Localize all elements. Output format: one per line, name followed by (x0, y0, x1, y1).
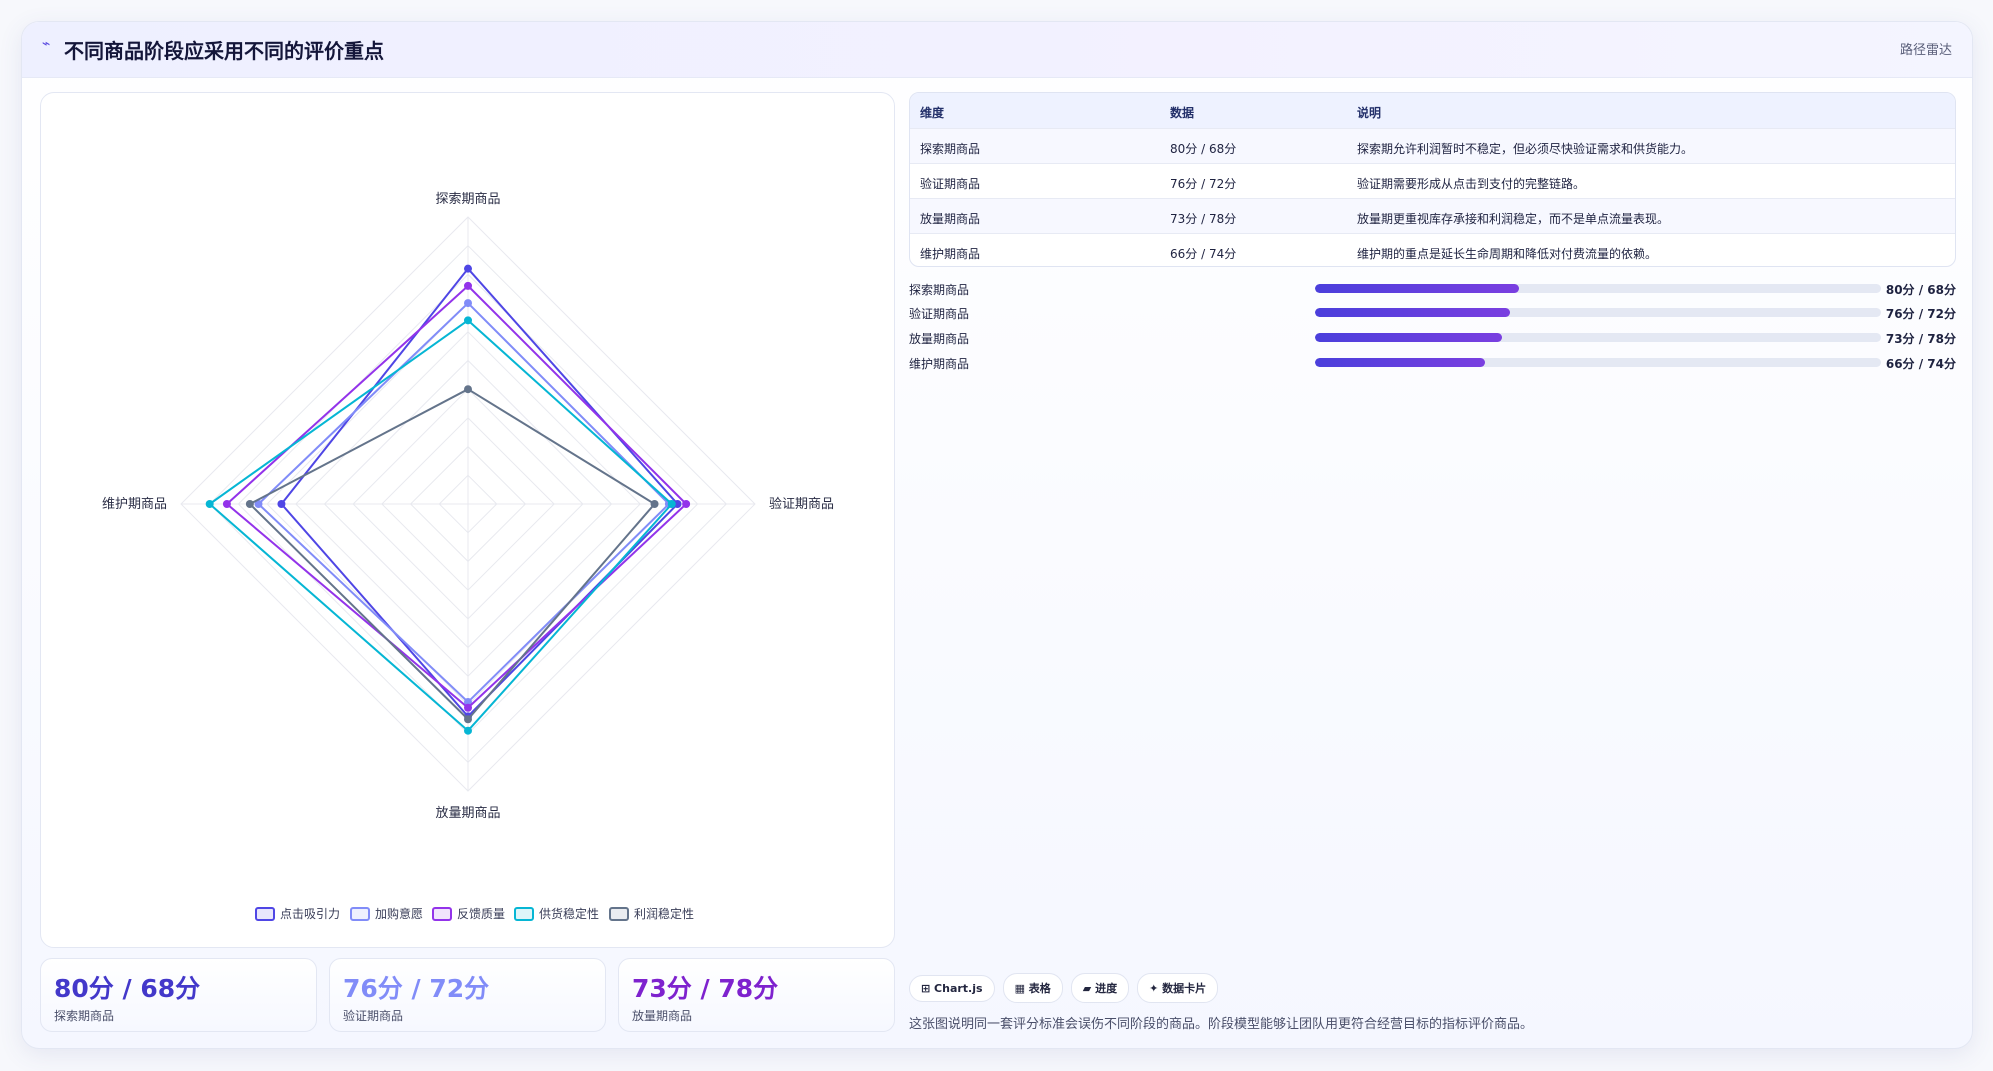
legend-label: 反馈质量 (457, 907, 505, 921)
radar-point (245, 500, 254, 508)
radar-point (667, 500, 676, 508)
progress-row: 维护期商品 66分 / 74分 (909, 352, 1956, 372)
radar-point (464, 698, 472, 707)
radar-chart-card: 探索期商品验证期商品放量期商品 维护期商品点击吸引力 加购意愿 反馈质量 供货稳定性 利润… (40, 92, 895, 948)
signal-icon: ⌁ (42, 36, 51, 52)
chart-note: 这张图说明同一套评分标准会误伤不同阶段的商品。阶段模型能够让团队用更符合经营目标… (909, 1017, 1534, 1032)
progress-fill (1315, 308, 1511, 317)
radar-axis-label: 维护期商品 (102, 497, 167, 512)
stat-label: 验证期商品 (343, 1009, 404, 1023)
progress-track (1315, 358, 1881, 367)
table-cell: 验证期需要形成从点击到支付的完整链路。 (1357, 177, 1586, 191)
chip-table[interactable]: ▦ 表格 (1002, 973, 1063, 1003)
progress-track (1315, 333, 1881, 342)
progress-track (1315, 284, 1881, 293)
data-table: 维度 数据 说明 探索期商品 80分 / 68分 探索期允许利润暂时不稳定，但必… (909, 92, 1956, 267)
stat-label: 放量期商品 (632, 1009, 693, 1023)
progress-label: 维护期商品 (909, 357, 970, 371)
radar-point (464, 726, 472, 735)
progress-fill (1315, 333, 1502, 342)
table-row: 探索期商品 80分 / 68分 探索期允许利润暂时不稳定，但必须尽快验证需求和供… (910, 128, 1955, 163)
radar-series-line (280, 267, 679, 718)
progress-track (1315, 308, 1881, 317)
radar-point (464, 703, 472, 712)
page-title: 不同商品阶段应采用不同的评价重点 (64, 39, 384, 63)
chip-chartjs[interactable]: ⊞ Chart.js (909, 975, 995, 1002)
progress-row: 放量期商品 73分 / 78分 (909, 327, 1956, 347)
table-row: 验证期商品 76分 / 72分 验证期需要形成从点击到支付的完整链路。 (910, 163, 1955, 198)
table-cell: 73分 / 78分 (1170, 212, 1237, 226)
progress-fill (1315, 284, 1519, 293)
table-cell: 76分 / 72分 (1170, 177, 1237, 191)
radar-point (464, 281, 472, 290)
table-cell: 维护期的重点是延长生命周期和降低对付费流量的依赖。 (1357, 247, 1658, 261)
radar-point (464, 299, 472, 308)
chip-progress[interactable]: ▰ 进度 (1070, 973, 1130, 1003)
radar-point (205, 500, 214, 508)
radar-point (277, 500, 286, 508)
table-cell: 维护期商品 (920, 247, 981, 261)
radar-series-line (225, 284, 688, 710)
radar-point (464, 385, 472, 394)
progress-label: 验证期商品 (909, 307, 970, 321)
radar-point (254, 500, 263, 508)
progress-row: 探索期商品 80分 / 68分 (909, 278, 1956, 298)
legend-label: 加购意愿 (375, 906, 423, 921)
dashboard-panel: ⌁ 不同商品阶段应采用不同的评价重点 路径雷达 探索期商品 验证期商品 放量期商品维… (21, 21, 1973, 1049)
legend-label: 供货稳定性 (539, 906, 599, 921)
radar-point (682, 500, 691, 508)
stat-card: 80分 / 68分 探索期商品 (40, 958, 317, 1032)
column-header: 说明 (1357, 106, 1382, 120)
progress-row: 验证期商品 76分 / 72分 (909, 302, 1956, 322)
stat-label: 探索期商品 (54, 1009, 115, 1023)
panel-header: ⌁ 不同商品阶段应采用不同的评价重点 路径雷达 (22, 22, 1972, 78)
legend-swatch (432, 907, 452, 921)
stat-card: 76分 / 72分 验证期商品 (329, 958, 606, 1032)
progress-label: 放量期商品 (909, 332, 970, 346)
header-tag: 路径雷达 (1899, 43, 1952, 58)
radar-point (464, 715, 472, 724)
radar-axis-label: 放量期商品 (435, 806, 500, 821)
table-cell: 探索期商品 (920, 142, 981, 156)
view-chips: ⊞ Chart.js ▦ 表格 ▰ 进度 ✦ 数据卡片 (909, 973, 1226, 1003)
table-row: 维护期商品 66分 / 74分 维护期的重点是延长生命周期和降低对付费流量的依赖… (910, 233, 1955, 266)
stat-value: 80分 / 68分 (54, 974, 201, 1003)
legend-swatch (350, 907, 370, 921)
column-header: 数据 (1170, 106, 1195, 120)
table-header-row: 维度 数据 说明 (910, 93, 1955, 128)
legend-label: 点击吸引力 (280, 907, 340, 921)
table-row: 放量期商品 73分 / 78分 放量期更重视库存承接和利润稳定，而不是单点流量表… (910, 198, 1955, 233)
chip-data-cards[interactable]: ✦ 数据卡片 (1137, 973, 1219, 1003)
radar-point (464, 316, 472, 325)
stat-card: 73分 / 78分 放量期商品 (618, 958, 895, 1032)
table-cell: 放量期更重视库存承接和利润稳定，而不是单点流量表现。 (1357, 212, 1670, 226)
legend-label: 利润稳定性 (634, 906, 694, 921)
progress-value: 73分 / 78分 (1885, 332, 1956, 346)
legend-swatch (514, 907, 534, 921)
legend-swatch (255, 907, 275, 921)
legend-swatch (609, 907, 629, 921)
radar-point (464, 264, 472, 273)
table-cell: 放量期商品 (920, 212, 981, 226)
stat-value: 76分 / 72分 (343, 974, 490, 1003)
table-cell: 80分 / 68分 (1170, 142, 1237, 156)
progress-value: 76分 / 72分 (1885, 307, 1956, 321)
progress-label: 探索期商品 (909, 283, 970, 297)
radar-point (650, 500, 659, 508)
progress-value: 66分 / 74分 (1885, 357, 1956, 371)
progress-fill (1315, 358, 1485, 367)
table-cell: 验证期商品 (920, 177, 981, 191)
table-cell: 探索期允许利润暂时不稳定，但必须尽快验证需求和供货能力。 (1357, 142, 1694, 156)
table-cell: 66分 / 74分 (1170, 247, 1237, 261)
radar-point (673, 500, 682, 508)
column-header: 维度 (920, 106, 945, 120)
progress-value: 80分 / 68分 (1885, 283, 1956, 297)
radar-axis-label: 验证期商品 (769, 496, 834, 512)
radar-series-line (208, 319, 674, 733)
stat-value: 73分 / 78分 (632, 974, 779, 1003)
radar-point (222, 500, 231, 508)
radar-series-line (257, 301, 671, 704)
radar-axis-label: 探索期商品 (435, 192, 500, 207)
